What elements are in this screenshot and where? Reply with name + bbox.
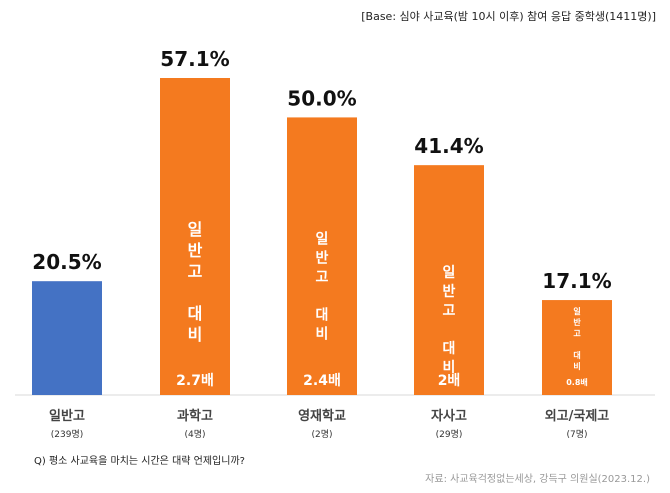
category-count: (29명)	[436, 429, 463, 440]
ratio-label: 2.7배	[176, 373, 214, 389]
survey-question: Q) 평소 사교육을 마치는 시간은 대략 언제입니까?	[34, 456, 245, 467]
category-label: 자사고	[431, 408, 467, 424]
bar	[287, 117, 357, 395]
inner-label-char: 대	[316, 307, 329, 323]
value-label: 57.1%	[160, 47, 229, 71]
ratio-label: 2.4배	[303, 373, 341, 389]
value-label: 17.1%	[542, 269, 611, 293]
inner-label-char: 반	[573, 317, 581, 327]
inner-label-char: 고	[443, 303, 456, 319]
ratio-label: 2배	[438, 373, 461, 389]
inner-label-char: 반	[443, 283, 456, 300]
bar	[542, 300, 612, 395]
inner-label-char: 대	[188, 304, 203, 323]
inner-label-char: 고	[316, 269, 329, 285]
category-label: 영재학교	[298, 408, 346, 424]
value-label: 50.0%	[287, 86, 356, 110]
value-label: 41.4%	[414, 134, 483, 158]
inner-label-char: 일	[443, 265, 456, 281]
value-label: 20.5%	[32, 250, 101, 274]
bar	[414, 165, 484, 395]
base-note: [Base: 심야 사교육(밤 10시 이후) 참여 응답 중학생(1411명)…	[361, 10, 656, 23]
inner-label-char: 비	[316, 326, 329, 342]
inner-label-char: 비	[573, 361, 580, 371]
inner-label-char: 일	[316, 231, 329, 247]
bar	[160, 78, 230, 395]
category-label: 일반고	[49, 408, 85, 424]
inner-label-char: 고	[573, 329, 581, 338]
category-label: 과학고	[177, 408, 213, 424]
inner-label-char: 반	[188, 241, 203, 260]
category-count: (4명)	[184, 429, 205, 440]
category-count: (2명)	[311, 429, 332, 440]
inner-label-char: 일	[573, 306, 580, 316]
category-count: (239명)	[51, 429, 83, 440]
inner-label-char: 비	[443, 360, 456, 376]
inner-label-char: 대	[573, 350, 580, 360]
inner-label-char: 고	[188, 262, 203, 281]
inner-label-char: 반	[316, 249, 329, 266]
ratio-label: 0.8배	[566, 377, 588, 387]
category-label: 외고/국제고	[545, 408, 610, 424]
category-count: (7명)	[566, 429, 587, 440]
source-note: 자료: 사교육걱정없는세상, 강득구 의원실(2023.12.)	[425, 474, 650, 485]
inner-label-char: 비	[188, 325, 203, 344]
inner-label-char: 대	[443, 341, 456, 357]
bar	[32, 281, 102, 395]
inner-label-char: 일	[188, 220, 203, 239]
